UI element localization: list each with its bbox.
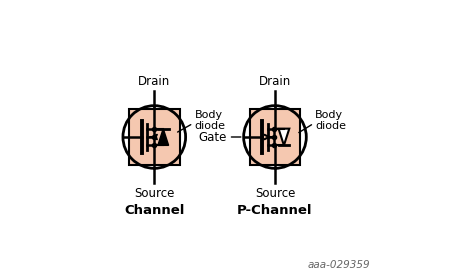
Text: aaa-029359: aaa-029359 xyxy=(307,260,370,270)
Polygon shape xyxy=(158,129,169,145)
Text: Gate: Gate xyxy=(199,130,227,144)
Text: P-Channel: P-Channel xyxy=(237,204,313,217)
Text: Body
diode: Body diode xyxy=(315,110,346,132)
Polygon shape xyxy=(279,129,289,145)
Bar xyxy=(250,109,301,165)
Bar xyxy=(129,109,180,165)
Text: Body
diode: Body diode xyxy=(194,110,226,132)
Text: Drain: Drain xyxy=(259,75,291,88)
Text: Source: Source xyxy=(255,187,295,200)
Text: Channel: Channel xyxy=(124,204,184,217)
Text: Drain: Drain xyxy=(138,75,170,88)
Text: Source: Source xyxy=(134,187,174,200)
